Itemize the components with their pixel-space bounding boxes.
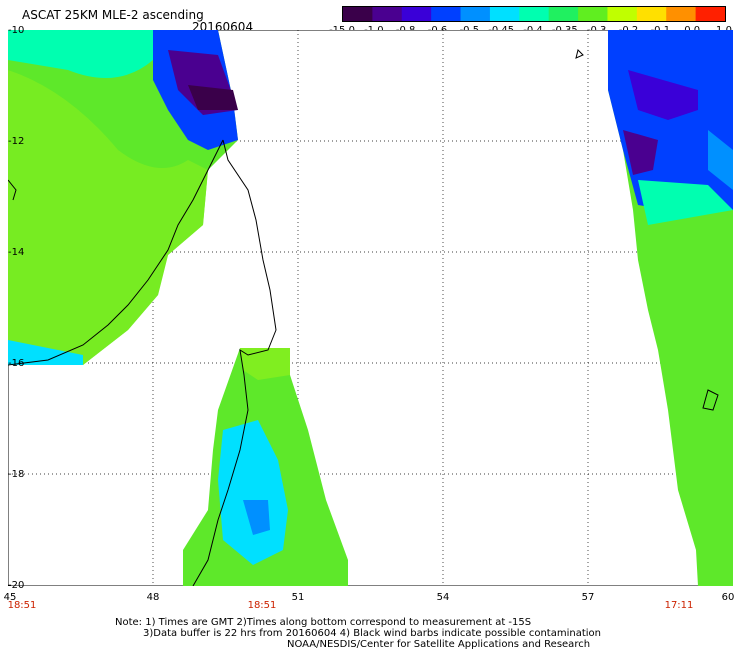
swath-middle xyxy=(183,348,348,586)
pass-time: 17:11 xyxy=(664,600,694,611)
colorbar-swatch xyxy=(519,7,550,21)
colorbar-swatch xyxy=(636,7,667,21)
coastline xyxy=(8,49,719,586)
lat-label: -18 xyxy=(8,469,25,480)
swath-right xyxy=(608,30,733,586)
lon-label: 45 xyxy=(3,592,17,603)
colorbar-swatch xyxy=(372,7,403,21)
colorbar-swatch xyxy=(607,7,638,21)
map-plot xyxy=(8,30,733,586)
lat-label: -12 xyxy=(8,136,25,147)
colorbar-swatch xyxy=(489,7,520,21)
colorbar xyxy=(342,6,726,22)
colorbar-swatch xyxy=(578,7,608,21)
lat-label: -14 xyxy=(8,247,25,258)
note-line-2: 3)Data buffer is 22 hrs from 20160604 4)… xyxy=(143,628,601,639)
colorbar-swatch xyxy=(401,7,432,21)
colorbar-swatch xyxy=(460,7,491,21)
colorbar-swatch xyxy=(666,7,697,21)
lon-label: 48 xyxy=(146,592,160,603)
map-title: ASCAT 25KM MLE-2 ascending xyxy=(22,8,204,22)
lat-label: -16 xyxy=(8,358,25,369)
colorbar-swatch xyxy=(343,7,373,21)
colorbar-swatch xyxy=(548,7,579,21)
note-line-1: Note: 1) Times are GMT 2)Times along bot… xyxy=(115,617,532,628)
colorbar-swatch xyxy=(431,7,462,21)
note-line-3: NOAA/NESDIS/Center for Satellite Applica… xyxy=(287,639,591,650)
lon-label: 60 xyxy=(721,592,735,603)
lat-label: -10 xyxy=(8,25,25,36)
lon-label: 51 xyxy=(291,592,305,603)
pass-time: 18:51 xyxy=(247,600,277,611)
lat-label: -20 xyxy=(8,580,25,591)
pass-time: 18:51 xyxy=(7,600,37,611)
colorbar-swatch xyxy=(695,7,725,21)
footer-note: Note: 1) Times are GMT 2)Times along bot… xyxy=(115,617,601,650)
lon-label: 54 xyxy=(436,592,450,603)
lon-label: 57 xyxy=(581,592,595,603)
swath-left xyxy=(8,30,238,365)
